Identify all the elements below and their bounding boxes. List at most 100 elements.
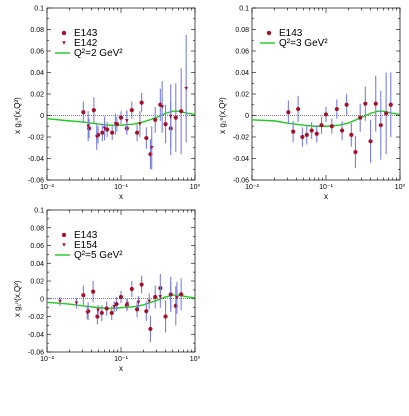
plot-frame: [251, 7, 401, 181]
data-point: [363, 101, 368, 106]
data-point: [158, 295, 163, 299]
legend-marker: [61, 232, 67, 238]
x-tick-label: 10⁻²: [40, 184, 54, 191]
y-tick-label: 0.02: [30, 92, 44, 99]
data-point: [179, 109, 184, 114]
data-point: [85, 311, 90, 315]
y-tick-label: -0.04: [233, 156, 249, 163]
legend-marker: [62, 243, 66, 247]
legend-label: Q²=2 GeV²: [74, 48, 123, 59]
data-point: [91, 108, 96, 113]
y-tick-label: -0.06: [28, 178, 44, 185]
data-point: [329, 124, 334, 129]
data-point: [323, 112, 329, 117]
y-tick-label: 0.02: [30, 279, 44, 286]
data-point: [139, 282, 144, 287]
data-point: [175, 296, 179, 300]
chart-panel-2: -0.06 -0.04 -0.02 0 0.02 0.04 0.06 0.08 0.1 10⁻² 1…: [218, 6, 405, 202]
data-point: [163, 314, 168, 319]
data-point: [309, 128, 314, 133]
y-tick-label: 0: [245, 113, 249, 120]
data-point: [74, 301, 79, 305]
chart-panel-3: -0.06 -0.04 -0.02 0 0.02 0.04 0.06 0.08 0.1 10⁻² 1…: [13, 208, 200, 374]
series-e142: [86, 34, 188, 170]
y-tick-label: 0.04: [235, 70, 249, 77]
legend-marker: [62, 41, 66, 45]
data-point: [138, 122, 142, 126]
x-tick-label: 10⁰: [395, 183, 406, 191]
x-tick-label: 10⁻¹: [114, 184, 128, 191]
data-point: [160, 105, 164, 109]
legend-label: E143: [74, 28, 98, 39]
y-tick-label: 0: [40, 296, 44, 303]
legend-label: E143: [279, 28, 303, 39]
data-point: [96, 308, 100, 313]
x-tick-label: 10⁻¹: [319, 184, 333, 191]
data-point: [102, 126, 107, 131]
data-point: [134, 130, 140, 135]
data-point: [179, 292, 184, 297]
data-point: [291, 129, 296, 134]
y-tick-label: 0.06: [30, 243, 44, 250]
data-point: [144, 309, 149, 314]
y-tick-label: -0.04: [28, 332, 44, 339]
data-point: [163, 122, 168, 127]
data-point: [344, 102, 349, 107]
x-axis-label: x: [119, 364, 123, 373]
data-point: [86, 126, 92, 131]
x-tick-label: 10⁰: [190, 183, 201, 191]
data-point: [296, 106, 301, 112]
data-point: [81, 110, 86, 115]
y-tick-label: 0.1: [34, 6, 44, 13]
data-point: [153, 294, 158, 300]
data-point: [300, 134, 305, 140]
series-e143: [286, 72, 393, 169]
data-point: [334, 106, 339, 112]
data-point: [384, 111, 389, 116]
y-tick-label: 0.1: [34, 208, 44, 215]
y-axis-label: x g₁ⁿ(x,Q²): [218, 97, 227, 134]
y-tick-label: 0.06: [235, 49, 249, 56]
data-point: [388, 102, 393, 107]
y-tick-label: -0.04: [28, 156, 44, 163]
data-point: [139, 100, 144, 105]
legend-label: Q²=3 GeV²: [279, 38, 328, 49]
data-point: [144, 135, 149, 141]
series-e143: [81, 68, 184, 170]
y-tick-label: -0.02: [28, 314, 44, 321]
data-point: [109, 310, 114, 316]
data-point: [148, 326, 153, 332]
data-point: [94, 135, 99, 139]
data-point: [129, 108, 134, 113]
data-point: [81, 293, 86, 298]
data-point: [153, 117, 158, 122]
data-point: [314, 131, 319, 136]
y-tick-label: 0.04: [30, 70, 44, 77]
data-point: [86, 124, 90, 129]
data-point: [319, 123, 324, 128]
y-tick-label: -0.06: [233, 178, 249, 185]
x-axis-label: x: [324, 192, 328, 201]
x-tick-label: 10⁻²: [40, 356, 54, 363]
y-tick-label: -0.06: [28, 350, 44, 357]
data-point: [99, 310, 104, 316]
data-point: [168, 293, 173, 297]
data-point: [168, 114, 173, 119]
y-tick-label: 0.08: [235, 27, 249, 34]
legend-label: E142: [74, 38, 98, 49]
x-tick-label: 10⁻¹: [114, 356, 128, 363]
data-point: [136, 300, 141, 305]
legend-label: E143: [74, 230, 98, 241]
y-tick-label: 0.08: [30, 225, 44, 232]
y-tick-label: 0.04: [30, 261, 44, 268]
data-point: [100, 130, 105, 135]
data-point: [125, 302, 130, 306]
data-point: [184, 86, 188, 91]
data-point: [113, 122, 118, 126]
data-point: [118, 294, 124, 300]
data-point: [95, 314, 100, 319]
data-point: [358, 115, 363, 120]
